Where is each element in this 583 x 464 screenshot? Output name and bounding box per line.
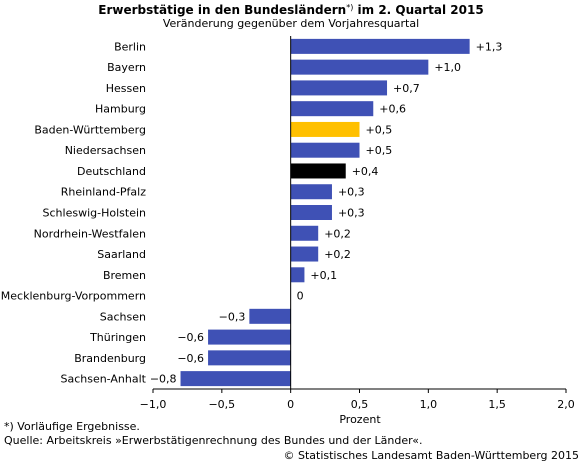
bar [290,225,319,241]
value-label: +0,5 [366,123,393,136]
y-tick-label: Sachsen [100,310,146,323]
bar [249,308,291,324]
y-tick-label: Baden-Württemberg [34,123,146,136]
y-tick-label: Nordrhein-Westfalen [34,227,146,240]
value-label: +0,5 [366,144,393,157]
title-main: Erwerbstätige in den Bundesländern [98,3,346,17]
value-label: +0,4 [352,165,379,178]
value-label: −0,6 [177,331,204,344]
value-label: +0,3 [338,207,365,220]
x-tick-label: −0,5 [208,398,235,411]
value-label: +1,3 [476,40,503,53]
bar [290,184,332,200]
y-tick-label: Mecklenburg-Vorpommern [1,290,146,303]
y-tick-label: Deutschland [77,165,146,178]
x-tick-label: 0 [287,398,294,411]
y-tick-label: Niedersachsen [65,144,146,157]
bar [290,267,305,283]
bar [290,38,470,54]
source: Quelle: Arbeitskreis »Erwerbstätigenrech… [4,434,422,447]
bar [290,121,360,137]
footnote: *) Vorläufige Ergebnisse. [4,420,140,433]
bar [290,59,429,75]
value-label: +0,2 [324,227,351,240]
y-tick-label: Bremen [103,269,146,282]
y-tick-label: Berlin [114,40,146,53]
bar [290,163,346,179]
y-tick-label: Sachsen-Anhalt [60,373,146,386]
x-tick-label: 2,0 [557,398,575,411]
x-tick-label: 1,5 [488,398,506,411]
x-axis-label: Prozent [339,413,381,426]
bar [180,371,291,387]
y-tick-label: Saarland [97,248,146,261]
y-tick-label: Bayern [107,61,146,74]
x-tick-label: 0,5 [351,398,369,411]
bar [208,329,291,345]
y-tick-label: Schleswig-Holstein [43,207,146,220]
chart-title: Erwerbstätige in den Bundesländern*) im … [98,3,483,17]
bar [290,142,360,158]
x-tick-label: −1,0 [140,398,167,411]
title-note: *) [346,3,353,12]
value-label: +0,2 [324,248,351,261]
y-tick-label: Hamburg [95,103,146,116]
bar [290,80,388,96]
value-label: +1,0 [434,61,461,74]
value-label: −0,6 [177,352,204,365]
bar [290,246,319,262]
chart-subtitle: Veränderung gegenüber dem Vorjahresquart… [163,17,419,30]
bar [290,101,374,117]
y-tick-label: Brandenburg [74,352,146,365]
copyright: © Statistisches Landesamt Baden-Württemb… [283,449,579,462]
y-tick-label: Rheinland-Pfalz [61,186,146,199]
bar [290,205,332,220]
value-label: −0,8 [150,373,177,386]
y-tick-label: Thüringen [89,331,146,344]
value-label: +0,7 [393,82,420,95]
bar [208,350,291,366]
value-label: +0,3 [338,186,365,199]
value-label: −0,3 [219,310,246,323]
x-tick-label: 1,0 [420,398,438,411]
value-label: +0,1 [310,269,337,282]
value-label: +0,6 [379,103,406,116]
value-label: 0 [297,290,304,303]
title-rest: im 2. Quartal 2015 [353,3,483,17]
y-tick-label: Hessen [106,82,146,95]
